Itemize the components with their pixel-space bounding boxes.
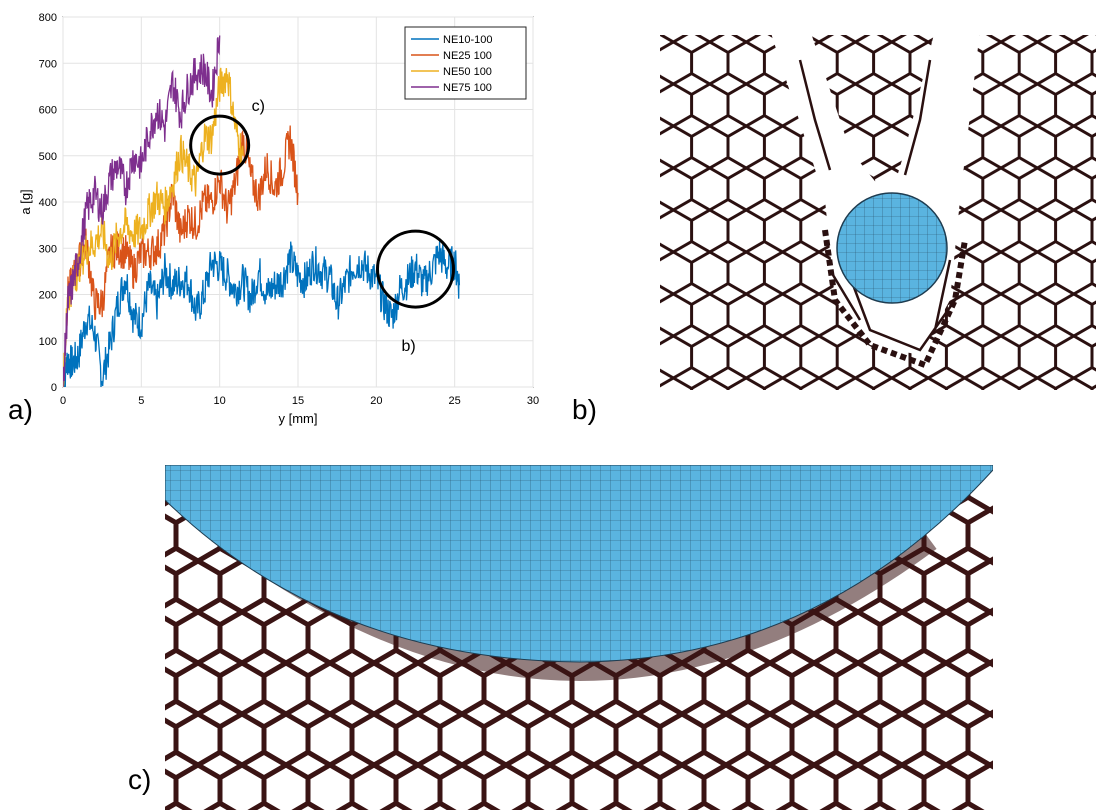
y-tick-label: 300: [39, 243, 57, 255]
series-line-ne25: [63, 125, 299, 387]
y-tick-label: 700: [39, 58, 57, 70]
x-tick-label: 30: [527, 395, 539, 407]
impactor-mesh-zoom: [165, 465, 993, 662]
y-tick-label: 200: [39, 290, 57, 302]
simulation-panel-c: [165, 465, 993, 810]
highlight-circle-b: [376, 229, 455, 309]
legend-entry: NE10-100: [443, 34, 493, 46]
series-line-ne75: [63, 35, 221, 387]
highlight-circle-c: [189, 114, 251, 176]
x-tick-label: 10: [214, 395, 226, 407]
annotation-label: c): [252, 98, 265, 115]
x-axis-label: y [mm]: [279, 411, 318, 426]
y-tick-label: 500: [39, 151, 57, 163]
y-axis-label: a [g]: [18, 189, 33, 214]
legend-entry: NE75 100: [443, 82, 492, 94]
x-tick-label: 20: [370, 395, 382, 407]
x-tick-label: 25: [449, 395, 461, 407]
x-tick-label: 5: [138, 395, 144, 407]
series-layer: [63, 35, 461, 387]
series-line-ne10: [63, 241, 461, 387]
series-line-ne50: [63, 67, 244, 387]
annotations: c) b): [189, 98, 455, 355]
annotation-label: b): [402, 338, 416, 355]
panel-label-c: c): [128, 764, 152, 795]
y-tick-label: 800: [39, 12, 57, 24]
x-tick-label: 15: [292, 395, 304, 407]
crushed-cells: [798, 59, 957, 352]
legend-entry: NE50 100: [443, 66, 492, 78]
y-tick-label: 100: [39, 336, 57, 348]
y-tick-label: 400: [39, 197, 57, 209]
y-tick-label: 0: [51, 382, 57, 394]
legend: NE10-100 NE25 100 NE50 100 NE75 100: [404, 26, 527, 100]
legend-entry: NE25 100: [443, 50, 492, 62]
x-tick-label: 0: [60, 395, 66, 407]
impactor-mesh: [837, 193, 947, 303]
y-tick-label: 600: [39, 105, 57, 117]
panel-label-b: b): [572, 394, 597, 425]
panel-label-a: a): [8, 394, 33, 425]
simulation-panel-b: [660, 35, 1096, 390]
